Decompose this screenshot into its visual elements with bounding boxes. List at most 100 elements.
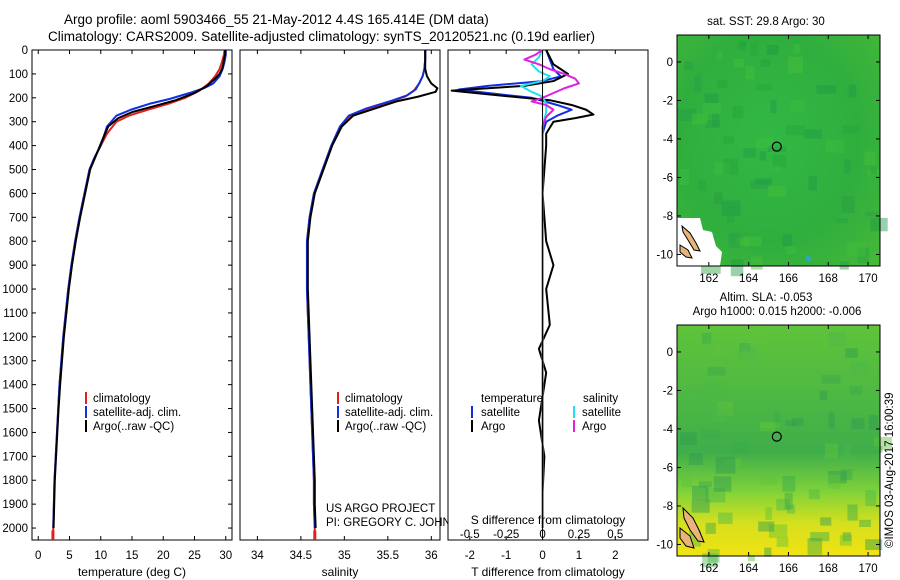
imos-credit: ©IMOS 03-Aug-2017 16:00:39: [884, 392, 896, 548]
field-texture-cell: [870, 166, 878, 175]
field-texture-cell: [680, 431, 697, 446]
field-texture-cell: [825, 443, 838, 459]
field-texture-cell: [842, 532, 852, 542]
depth-axis-ticks: 0 100 200 300 400 500 600 700 800 900 1000 1100 1200…: [2, 45, 648, 535]
field-texture-cell: [698, 481, 713, 488]
x-tick-label: 36: [425, 550, 438, 562]
field-texture-cell: [705, 488, 726, 503]
field-texture-cell: [759, 421, 776, 432]
temperature-panel: 0100200300400500600700800900100011001200…: [2, 45, 648, 579]
field-texture-cell: [684, 61, 693, 71]
legend-label-satellite: satellite-adj. clim.: [345, 407, 433, 419]
field-texture-cell: [821, 375, 841, 384]
temperature-legend: climatology satellite-adj. clim. Argo(..…: [85, 392, 181, 433]
sst-land-mask: [677, 218, 812, 266]
field-texture-cell: [728, 233, 740, 248]
field-texture-cell: [739, 343, 751, 352]
field-texture-cell: [750, 327, 767, 344]
salinity-legend: climatology satellite-adj. clim. Argo(..…: [337, 392, 433, 433]
field-texture-cell: [770, 99, 777, 114]
field-texture-cell: [839, 261, 849, 270]
field-texture-cell: [688, 453, 703, 466]
field-texture-cell: [851, 418, 865, 430]
lat-tick-label: 0: [667, 57, 673, 69]
x-tick-label: 35.5: [377, 550, 399, 562]
x-tick-label: 25: [188, 550, 201, 562]
lon-tick-label: 162: [699, 273, 718, 285]
sla-map-title-2: Argo h1000: 0.015 h2000: -0.006: [693, 306, 862, 318]
field-texture-cell: [820, 517, 832, 526]
lat-tick-label: -4: [663, 424, 674, 436]
field-texture-cell: [705, 522, 716, 534]
field-texture-cell: [739, 41, 747, 47]
x-tick-label: 34: [251, 550, 264, 562]
field-texture-cell: [733, 58, 745, 68]
field-texture-cell: [745, 65, 755, 80]
depth-tick-label: 1100: [3, 308, 28, 320]
depth-tick-label: 1300: [2, 356, 28, 368]
island-shape: [679, 244, 693, 259]
field-texture-cell: [849, 386, 863, 395]
field-texture-cell: [864, 151, 876, 165]
depth-tick-label: 1500: [2, 404, 28, 416]
field-texture-cell: [711, 410, 727, 422]
field-texture-cell: [715, 456, 736, 474]
field-texture-cell: [870, 217, 888, 232]
field-texture-cell: [859, 519, 871, 527]
legend-label-argo: Argo(..raw -QC): [345, 421, 426, 433]
chart-title-line-1: Argo profile: aoml 5903466_55 21-May-201…: [64, 12, 489, 27]
field-texture-cell: [701, 332, 712, 344]
salinity-series-group: [305, 50, 439, 540]
field-texture-cell: [865, 211, 879, 217]
field-texture-cell: [679, 169, 690, 185]
field-texture-cell: [868, 415, 879, 431]
depth-tick-label: 400: [9, 141, 28, 153]
field-texture-cell: [828, 470, 847, 484]
temperature-axis-label: temperature (deg C): [78, 565, 186, 579]
field-texture-cell: [716, 51, 723, 60]
field-texture-cell: [776, 498, 790, 511]
x-tick-label: 34.5: [290, 550, 312, 562]
island-shape: [681, 224, 701, 252]
field-texture-cell: [759, 151, 767, 161]
x-tick-label: 30: [219, 550, 232, 562]
field-texture-cell: [703, 103, 721, 115]
legend-title-salinity: salinity: [583, 393, 618, 405]
field-texture-cell: [867, 170, 880, 176]
sla-land: [679, 506, 705, 549]
field-texture-cell: [738, 42, 746, 51]
sst-map-axes: 162 164 166 168 170 0 -2 -4 -6 -8 -10: [656, 34, 881, 285]
field-texture-cell: [776, 537, 789, 547]
map-frame: [676, 324, 881, 557]
field-texture-cell: [845, 348, 859, 358]
field-texture-cell: [750, 180, 770, 189]
field-texture-cell: [760, 59, 771, 67]
field-texture-cell: [726, 206, 735, 223]
field-texture-cell: [747, 555, 755, 562]
field-texture-cell: [865, 490, 877, 507]
field-texture-cell: [857, 247, 869, 264]
field-texture-cell: [754, 178, 773, 185]
pi-annotation: PI: GREGORY C. JOHNSON: [326, 517, 476, 529]
legend-label-t-satellite: satellite: [481, 407, 520, 419]
field-texture-cell: [717, 79, 728, 89]
field-texture-cell: [701, 263, 721, 274]
field-texture-cell: [785, 125, 805, 136]
field-texture-cell: [756, 84, 772, 91]
field-texture-cell: [751, 256, 763, 270]
field-texture-cell: [786, 246, 797, 255]
salinity-axis-ticks: 34 34.5 35 35.5 36: [251, 50, 438, 562]
depth-tick-label: 900: [9, 260, 28, 272]
field-texture-cell: [848, 84, 857, 98]
temperature-series-group: [51, 49, 227, 541]
depth-tick-label: 1900: [2, 499, 28, 511]
field-texture-cell: [722, 158, 739, 175]
field-texture-cell: [735, 238, 750, 246]
x-tick-label: -1: [501, 550, 511, 562]
field-texture-cell: [739, 346, 757, 361]
field-texture-cell: [787, 56, 803, 74]
legend-label-t-argo: Argo: [481, 421, 505, 433]
salinity-axis-label: salinity: [322, 565, 359, 579]
